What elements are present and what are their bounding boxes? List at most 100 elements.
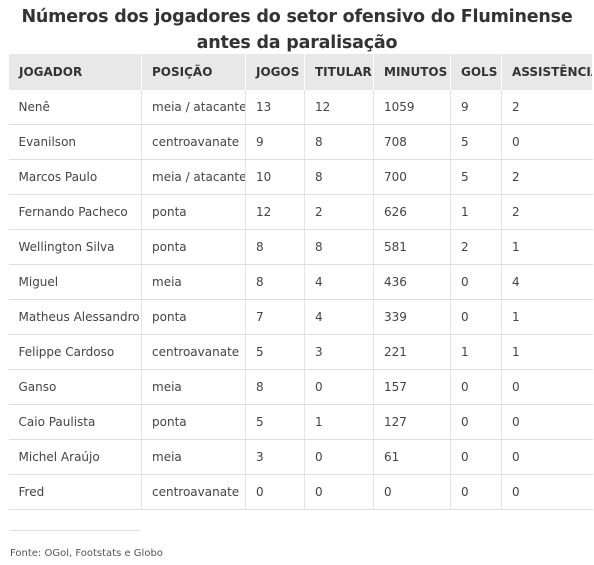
column-header-posicao: POSIÇÃO: [141, 54, 246, 90]
goals-cell: 0: [450, 474, 502, 510]
goals-cell: 0: [450, 369, 502, 405]
minutes-cell: 1059: [373, 90, 451, 125]
starts-cell: 3: [304, 334, 374, 370]
player-name-cell: Marcos Paulo: [8, 159, 142, 195]
column-header-minutos: MINUTOS: [373, 54, 451, 90]
games-cell: 0: [245, 474, 305, 510]
table-row: Nenê meia / atacante 13 12 1059 9 2: [8, 90, 593, 125]
position-cell: centroavanate: [141, 334, 246, 370]
player-name-cell: Miguel: [8, 264, 142, 300]
games-cell: 9: [245, 124, 305, 160]
starts-cell: 8: [304, 124, 374, 160]
starts-cell: 12: [304, 90, 374, 125]
starts-cell: 8: [304, 159, 374, 195]
table-row: Michel Araújo meia 3 0 61 0 0: [8, 439, 593, 475]
minutes-cell: 221: [373, 334, 451, 370]
position-cell: meia: [141, 439, 246, 475]
goals-cell: 0: [450, 264, 502, 300]
table-row: Marcos Paulo meia / atacante 10 8 700 5 2: [8, 159, 593, 195]
table-header-row: JOGADOR POSIÇÃO JOGOS TITULAR MINUTOS GO…: [8, 54, 593, 90]
player-name-cell: Fred: [8, 474, 142, 510]
column-header-assistencias: ASSISTÊNCIAS: [501, 54, 593, 90]
player-name-cell: Ganso: [8, 369, 142, 405]
position-cell: centroavanate: [141, 474, 246, 510]
games-cell: 7: [245, 299, 305, 335]
column-header-jogador: JOGADOR: [8, 54, 142, 90]
column-header-gols: GOLS: [450, 54, 502, 90]
games-cell: 5: [245, 334, 305, 370]
games-cell: 8: [245, 229, 305, 265]
player-name-cell: Nenê: [8, 90, 142, 125]
minutes-cell: 581: [373, 229, 451, 265]
starts-cell: 8: [304, 229, 374, 265]
position-cell: meia: [141, 264, 246, 300]
position-cell: ponta: [141, 194, 246, 230]
goals-cell: 5: [450, 159, 502, 195]
table-row: Fernando Pacheco ponta 12 2 626 1 2: [8, 194, 593, 230]
player-name-cell: Michel Araújo: [8, 439, 142, 475]
starts-cell: 4: [304, 299, 374, 335]
players-table: JOGADOR POSIÇÃO JOGOS TITULAR MINUTOS GO…: [8, 54, 593, 510]
goals-cell: 0: [450, 439, 502, 475]
assists-cell: 0: [501, 369, 593, 405]
minutes-cell: 61: [373, 439, 451, 475]
source-note: Fonte: OGol, Footstats e Globo: [10, 548, 163, 559]
goals-cell: 1: [450, 194, 502, 230]
assists-cell: 0: [501, 404, 593, 440]
starts-cell: 0: [304, 474, 374, 510]
minutes-cell: 700: [373, 159, 451, 195]
player-name-cell: Fernando Pacheco: [8, 194, 142, 230]
goals-cell: 0: [450, 404, 502, 440]
column-header-titular: TITULAR: [304, 54, 374, 90]
column-header-jogos: JOGOS: [245, 54, 305, 90]
games-cell: 3: [245, 439, 305, 475]
starts-cell: 4: [304, 264, 374, 300]
minutes-cell: 626: [373, 194, 451, 230]
starts-cell: 2: [304, 194, 374, 230]
games-cell: 5: [245, 404, 305, 440]
table-row: Evanilson centroavanate 9 8 708 5 0: [8, 124, 593, 160]
goals-cell: 1: [450, 334, 502, 370]
table-row: Felippe Cardoso centroavanate 5 3 221 1 1: [8, 334, 593, 370]
table-row: Fred centroavanate 0 0 0 0 0: [8, 474, 593, 510]
player-name-cell: Matheus Alessandro: [8, 299, 142, 335]
minutes-cell: 127: [373, 404, 451, 440]
table-body: Nenê meia / atacante 13 12 1059 9 2 Evanilson ce…: [8, 90, 593, 510]
table-row: Matheus Alessandro ponta 7 4 339 0 1: [8, 299, 593, 335]
position-cell: meia / atacante: [141, 90, 246, 125]
assists-cell: 0: [501, 474, 593, 510]
assists-cell: 4: [501, 264, 593, 300]
player-name-cell: Caio Paulista: [8, 404, 142, 440]
assists-cell: 0: [501, 439, 593, 475]
table-row: Miguel meia 8 4 436 0 4: [8, 264, 593, 300]
games-cell: 10: [245, 159, 305, 195]
games-cell: 8: [245, 264, 305, 300]
minutes-cell: 708: [373, 124, 451, 160]
starts-cell: 0: [304, 369, 374, 405]
games-cell: 12: [245, 194, 305, 230]
games-cell: 8: [245, 369, 305, 405]
goals-cell: 2: [450, 229, 502, 265]
assists-cell: 2: [501, 159, 593, 195]
assists-cell: 2: [501, 194, 593, 230]
goals-cell: 5: [450, 124, 502, 160]
table-row: Caio Paulista ponta 5 1 127 0 0: [8, 404, 593, 440]
table-row: Wellington Silva ponta 8 8 581 2 1: [8, 229, 593, 265]
minutes-cell: 157: [373, 369, 451, 405]
position-cell: ponta: [141, 229, 246, 265]
assists-cell: 2: [501, 90, 593, 125]
position-cell: meia: [141, 369, 246, 405]
page-title: Números dos jogadores do setor ofensivo …: [21, 7, 573, 53]
position-cell: ponta: [141, 299, 246, 335]
assists-cell: 0: [501, 124, 593, 160]
assists-cell: 1: [501, 299, 593, 335]
starts-cell: 1: [304, 404, 374, 440]
player-name-cell: Evanilson: [8, 124, 142, 160]
source-divider: [10, 530, 140, 531]
assists-cell: 1: [501, 229, 593, 265]
position-cell: centroavanate: [141, 124, 246, 160]
goals-cell: 0: [450, 299, 502, 335]
player-name-cell: Felippe Cardoso: [8, 334, 142, 370]
table-row: Ganso meia 8 0 157 0 0: [8, 369, 593, 405]
games-cell: 13: [245, 90, 305, 125]
